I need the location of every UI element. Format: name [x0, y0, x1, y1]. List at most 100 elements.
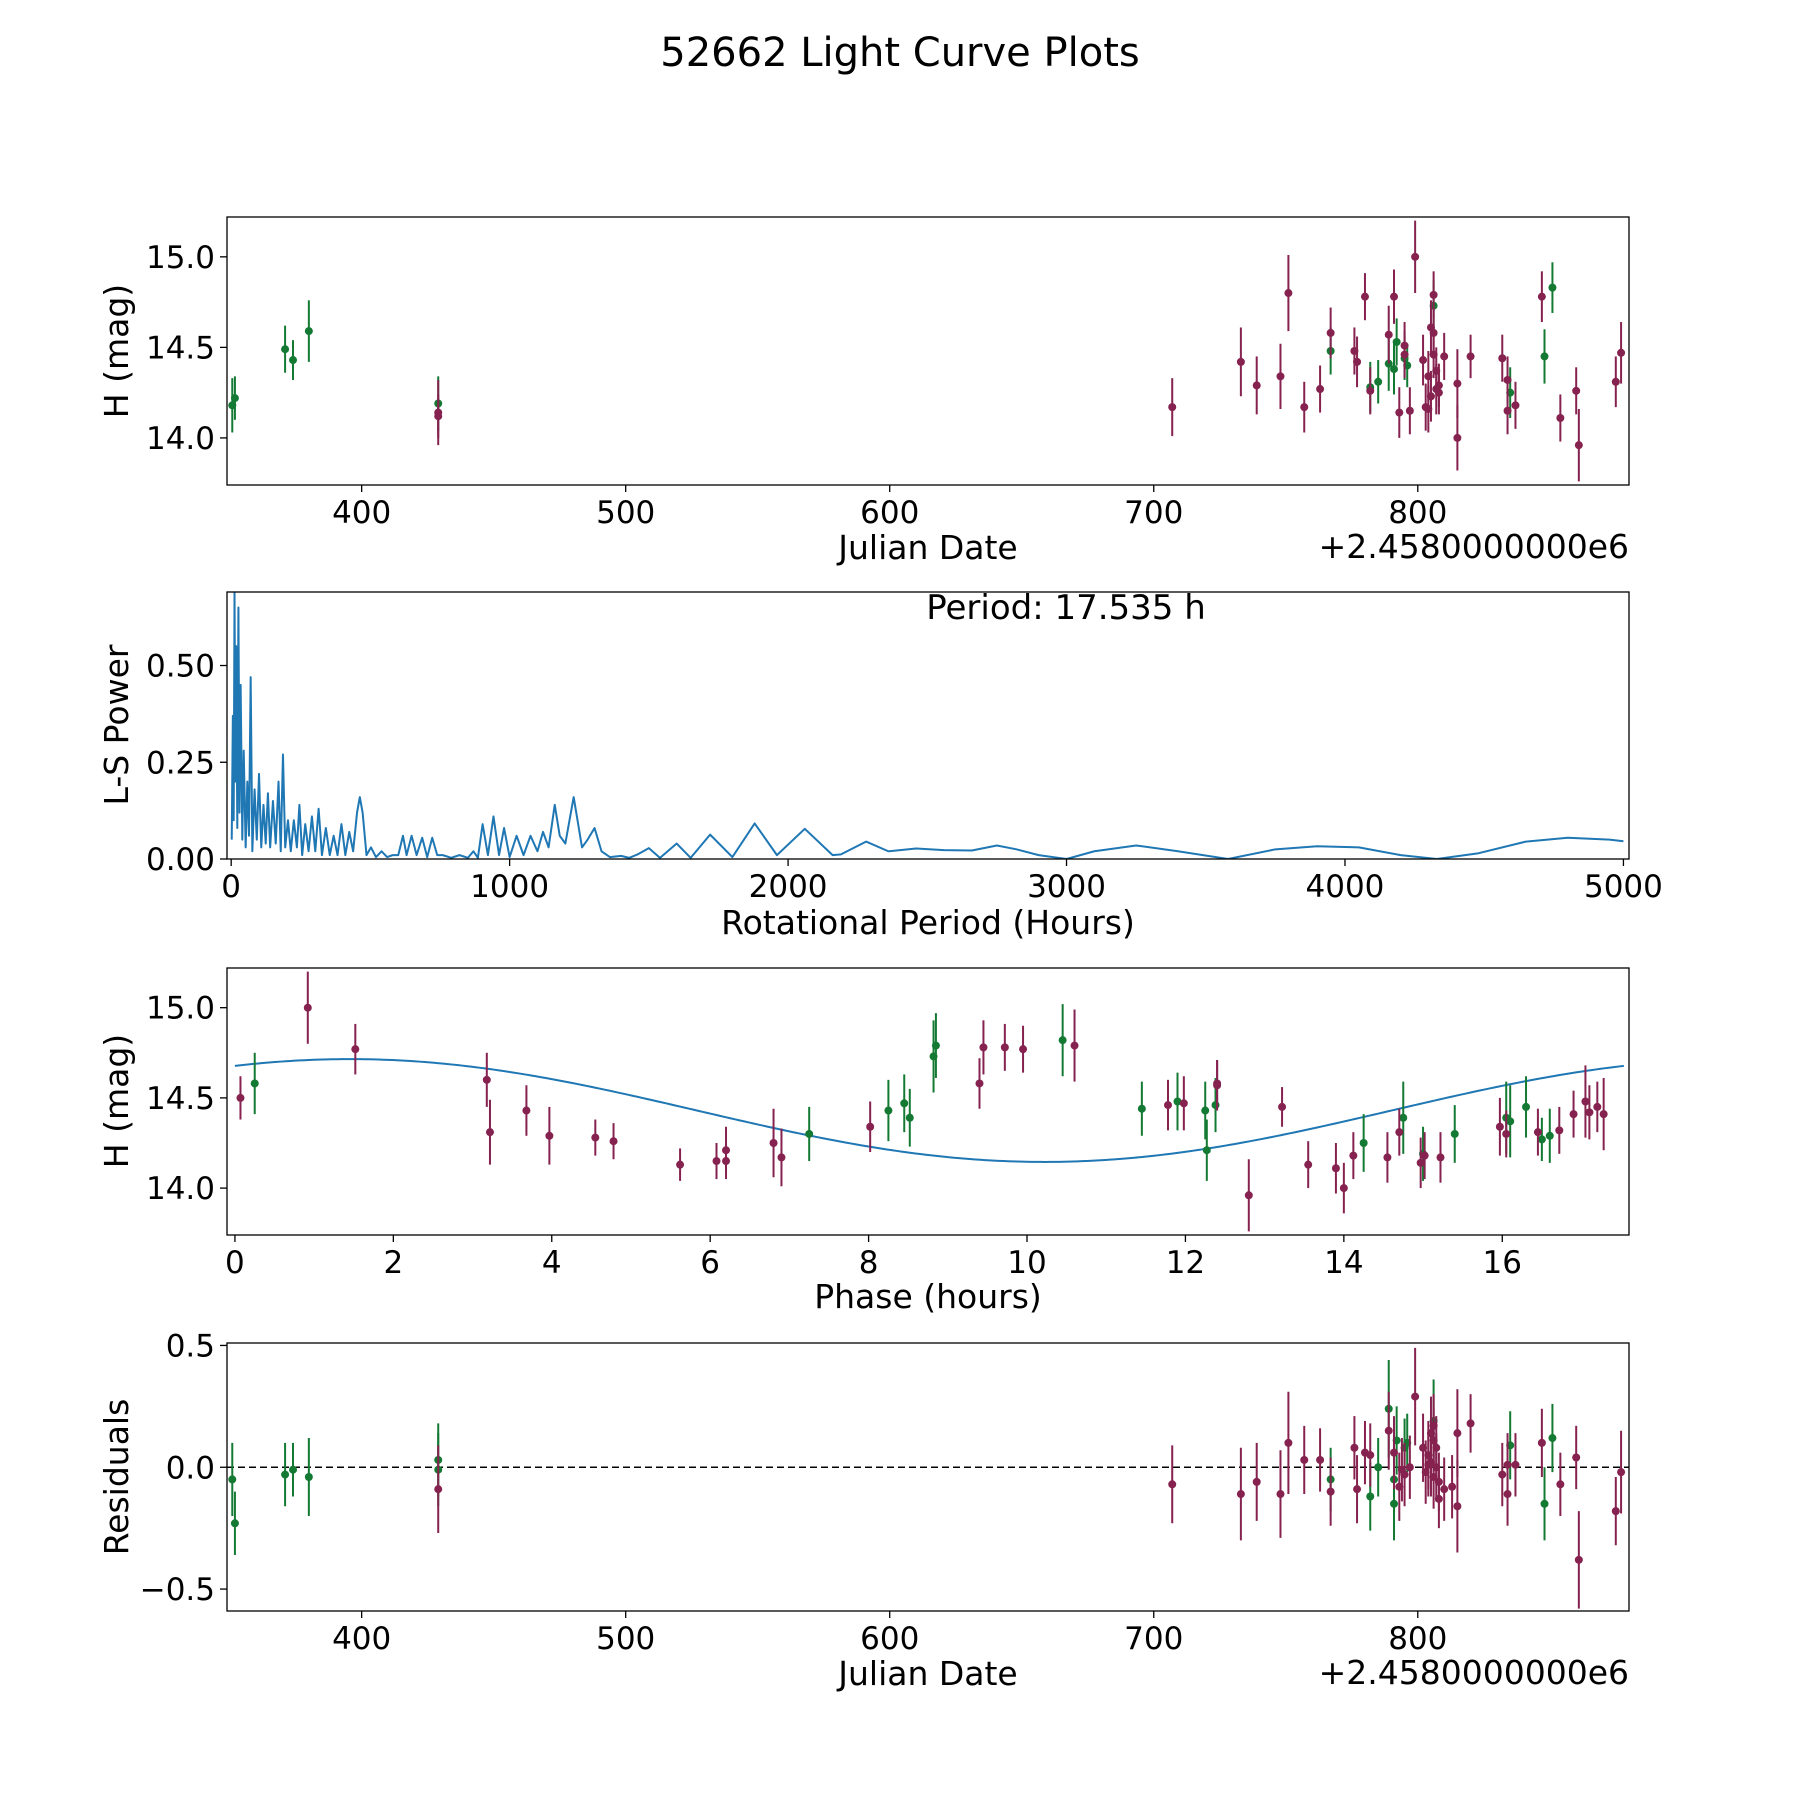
phased-ytick-label: 14.5 [146, 1081, 215, 1117]
lightcurve-xtick-label: 800 [1388, 495, 1447, 531]
periodogram-ytick-label: 0.25 [146, 745, 215, 781]
phased-green-point [1537, 1135, 1546, 1144]
lightcurve-x-offset: +2.4580000000e6 [1319, 527, 1629, 566]
phased-purple-point [1395, 1128, 1404, 1137]
phased-purple-point [1495, 1122, 1504, 1131]
figure-title: 52662 Light Curve Plots [660, 30, 1139, 76]
residuals-green-point [1540, 1499, 1549, 1508]
periodogram-xlabel: Rotational Period (Hours) [721, 903, 1135, 942]
lightcurve-purple-point [1384, 330, 1393, 339]
lightcurve-purple-point [1511, 401, 1520, 410]
phased-xtick-label: 12 [1166, 1245, 1205, 1281]
phased-purple-point [1339, 1184, 1348, 1193]
residuals-xlabel: Julian Date [836, 1654, 1018, 1693]
residuals-green-point [304, 1473, 313, 1481]
residuals-purple-point [1503, 1490, 1512, 1499]
phased-green-point [905, 1113, 914, 1122]
lightcurve-xtick-label: 700 [1124, 495, 1183, 531]
residuals-data-group [227, 1347, 1629, 1609]
periodogram-xtick-label: 1000 [470, 869, 549, 905]
phased-purple-point [522, 1106, 531, 1115]
phased-purple-point [303, 1003, 312, 1012]
lightcurve-green-point [281, 345, 290, 354]
periodogram-series-line [230, 592, 1624, 859]
lightcurve-purple-point [1503, 375, 1512, 384]
residuals-xtick-label: 800 [1388, 1621, 1447, 1657]
lightcurve-purple-point [1574, 441, 1583, 450]
lightcurve-purple-point [1434, 388, 1443, 397]
residuals-purple-point [1400, 1470, 1409, 1479]
lightcurve-ticks: 400 500 600 700 800 14.0 14.5 15.0 [146, 240, 1447, 531]
phased-fit-curve [234, 1058, 1624, 1163]
phased-purple-point [1420, 1151, 1429, 1160]
residuals-ylabel: Residuals [97, 1399, 136, 1556]
residuals-purple-point [1434, 1494, 1443, 1503]
residuals-purple-point [1511, 1460, 1520, 1469]
residuals-purple-point [434, 1485, 443, 1494]
lightcurve-xtick-label: 500 [596, 495, 655, 531]
periodogram-ytick-label: 0.50 [146, 649, 215, 685]
residuals-purple-point [1411, 1392, 1420, 1401]
residuals-purple-point [1453, 1429, 1462, 1438]
phased-green-point [884, 1106, 893, 1115]
residuals-purple-point [1405, 1463, 1414, 1472]
phased-purple-point [1070, 1041, 1079, 1050]
periodogram-ticks: 0 1000 2000 3000 4000 5000 0.00 0.25 0.50 [146, 649, 1663, 905]
residuals-purple-point [1572, 1453, 1581, 1462]
phased-purple-point [1502, 1129, 1511, 1138]
phased-purple-point [1179, 1099, 1188, 1108]
residuals-ticks: 400 500 600 700 800 −0.5 0.0 0.5 [140, 1328, 1448, 1657]
lightcurve-green-point [1540, 352, 1549, 361]
lightcurve-green-point [289, 356, 298, 365]
lightcurve-ytick-label: 14.0 [146, 421, 215, 457]
lightcurve-purple-point [1498, 354, 1507, 363]
phased-purple-point [1019, 1045, 1028, 1054]
phased-purple-point [609, 1137, 618, 1146]
residuals-xtick-label: 400 [332, 1621, 391, 1657]
phased-green-point [805, 1129, 814, 1138]
phased-purple-point [1349, 1151, 1358, 1160]
residuals-green-point [230, 1519, 239, 1528]
residuals-purple-point [1350, 1443, 1359, 1452]
residuals-purple-point [1353, 1485, 1362, 1494]
phased-xtick-label: 6 [700, 1245, 720, 1281]
phased-purple-point [712, 1157, 721, 1166]
phased-ticks: 0 2 4 6 8 10 12 14 16 14.0 14.5 15.0 [146, 991, 1522, 1281]
lightcurve-purple-point [1537, 292, 1546, 301]
phased-green-point [1399, 1113, 1408, 1122]
phased-green-point [1201, 1106, 1210, 1115]
residuals-green-point [1390, 1499, 1399, 1508]
lightcurve-purple-point [1453, 379, 1462, 388]
residuals-purple-point [1466, 1419, 1475, 1428]
residuals-xtick-label: 600 [860, 1621, 919, 1657]
lightcurve-purple-point [1353, 357, 1362, 366]
phased-purple-point [485, 1128, 494, 1137]
lightcurve-purple-point [1556, 414, 1565, 422]
residuals-purple-point [1390, 1448, 1399, 1457]
phased-xtick-label: 2 [383, 1245, 403, 1281]
residuals-ytick-label: −0.5 [140, 1572, 215, 1608]
lightcurve-ytick-label: 15.0 [146, 240, 215, 276]
lightcurve-purple-point [1168, 403, 1177, 412]
phased-green-point [1211, 1101, 1220, 1110]
phased-green-point [1545, 1131, 1554, 1140]
phased-frame [226, 967, 1630, 1236]
residuals-purple-point [1252, 1477, 1261, 1486]
phased-purple-point [769, 1138, 778, 1147]
lightcurve-purple-point [1284, 289, 1293, 298]
lightcurve-ylabel: H (mag) [97, 284, 136, 418]
phased-xtick-label: 0 [225, 1245, 245, 1281]
residuals-purple-point [1168, 1480, 1177, 1489]
period-annotation: Period: 17.535 h [926, 588, 1206, 628]
lightcurve-green-point [1548, 283, 1557, 292]
periodogram-xtick-label: 3000 [1027, 869, 1106, 905]
residuals-purple-point [1574, 1555, 1583, 1564]
residuals-purple-point [1556, 1480, 1565, 1489]
residuals-purple-point [1284, 1438, 1293, 1447]
phased-purple-point [351, 1045, 360, 1054]
phased-purple-point [1599, 1110, 1608, 1119]
phased-purple-point [591, 1133, 600, 1142]
phased-green-point [1450, 1129, 1459, 1138]
residuals-purple-point [1316, 1455, 1325, 1464]
